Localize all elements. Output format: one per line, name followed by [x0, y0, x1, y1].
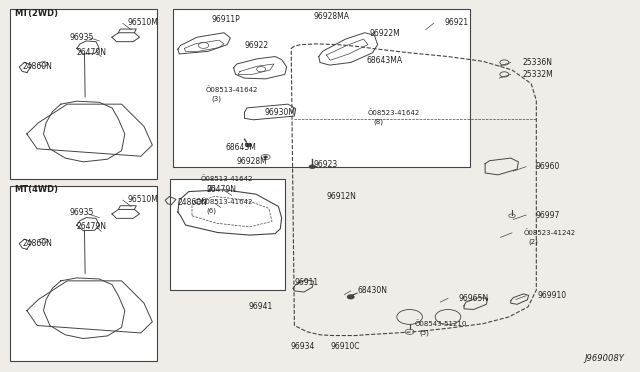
- Bar: [10, 186, 157, 361]
- Text: 25336N: 25336N: [522, 58, 552, 67]
- Text: 969910: 969910: [538, 291, 567, 300]
- Text: 96912N: 96912N: [326, 192, 356, 201]
- Text: Õ08523-41642: Õ08523-41642: [368, 109, 420, 116]
- Text: 96910C: 96910C: [330, 342, 360, 351]
- Text: 68430N: 68430N: [357, 286, 387, 295]
- Text: 96930M: 96930M: [265, 108, 296, 117]
- Text: 26479N: 26479N: [77, 48, 107, 57]
- Text: J969008Y: J969008Y: [584, 354, 624, 363]
- Circle shape: [245, 143, 252, 147]
- Text: 96965N: 96965N: [458, 294, 488, 303]
- Text: 96935: 96935: [69, 208, 93, 217]
- Text: 96510M: 96510M: [128, 195, 159, 203]
- Text: 96960: 96960: [535, 162, 559, 171]
- Text: 24860N: 24860N: [22, 239, 52, 248]
- Text: 96921: 96921: [444, 18, 468, 27]
- Text: Õ08513-41642: Õ08513-41642: [200, 198, 253, 205]
- Text: 26479N: 26479N: [206, 185, 236, 194]
- Text: MT(2WD): MT(2WD): [14, 9, 58, 17]
- Text: (8): (8): [373, 119, 383, 125]
- Bar: [170, 179, 285, 290]
- Text: 96510M: 96510M: [128, 18, 159, 27]
- Circle shape: [264, 156, 268, 158]
- Text: 24860N: 24860N: [22, 62, 52, 71]
- Text: 25332M: 25332M: [522, 70, 553, 79]
- Text: 96922M: 96922M: [370, 29, 401, 38]
- Text: Õ08543-51210: Õ08543-51210: [415, 320, 467, 327]
- Text: 96997: 96997: [535, 211, 559, 219]
- Circle shape: [348, 295, 354, 299]
- Text: MT(4WD): MT(4WD): [14, 185, 58, 194]
- Circle shape: [309, 165, 316, 169]
- Text: 96935: 96935: [69, 33, 93, 42]
- Text: 68643M: 68643M: [225, 143, 256, 152]
- Text: Õ08523-41242: Õ08523-41242: [524, 230, 575, 236]
- Bar: [173, 9, 470, 167]
- Text: Õ08513-41642: Õ08513-41642: [206, 86, 259, 93]
- Text: 68643MA: 68643MA: [366, 56, 402, 65]
- Bar: [10, 9, 157, 179]
- Text: 96934: 96934: [291, 342, 315, 351]
- Text: 96922: 96922: [244, 41, 269, 50]
- Text: 26479N: 26479N: [77, 222, 107, 231]
- Text: (6): (6): [206, 208, 216, 214]
- Text: 96928M: 96928M: [237, 157, 268, 166]
- Text: 24860N: 24860N: [178, 198, 208, 207]
- Text: 96941: 96941: [248, 302, 273, 311]
- Text: 96928MA: 96928MA: [314, 12, 349, 21]
- Text: (3): (3): [211, 95, 221, 102]
- Text: 96911: 96911: [294, 278, 319, 287]
- Text: (5): (5): [420, 329, 429, 336]
- Text: (2): (2): [206, 184, 216, 191]
- Text: (2): (2): [529, 238, 538, 245]
- Text: 96923: 96923: [314, 160, 338, 169]
- Text: 96911P: 96911P: [211, 15, 240, 24]
- Text: Õ08513-41642: Õ08513-41642: [200, 175, 253, 182]
